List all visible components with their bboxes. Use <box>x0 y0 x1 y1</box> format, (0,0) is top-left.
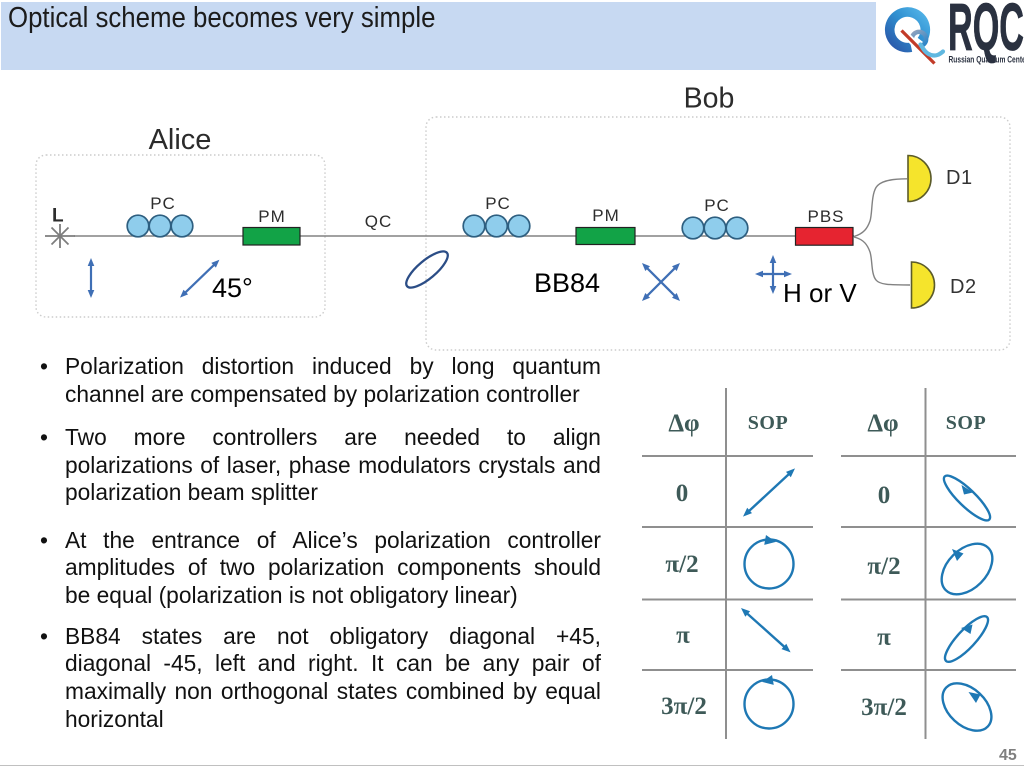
svg-text:D2: D2 <box>950 276 977 298</box>
svg-text:π: π <box>877 624 891 651</box>
svg-text:BB84: BB84 <box>534 268 600 298</box>
svg-text:3π/2: 3π/2 <box>861 694 907 721</box>
svg-text:PBS: PBS <box>807 207 844 226</box>
svg-text:D1: D1 <box>946 167 973 189</box>
svg-text:SOP: SOP <box>748 412 788 434</box>
svg-text:PM: PM <box>258 207 286 226</box>
svg-text:0: 0 <box>676 480 689 507</box>
svg-text:0: 0 <box>878 482 891 509</box>
svg-text:3π/2: 3π/2 <box>661 693 707 720</box>
svg-text:π: π <box>676 622 690 649</box>
svg-text:Bob: Bob <box>684 83 735 115</box>
svg-text:RQC: RQC <box>948 0 1024 65</box>
svg-text:H or V: H or V <box>783 278 857 308</box>
svg-text:SOP: SOP <box>946 412 986 434</box>
svg-text:QC: QC <box>365 212 393 231</box>
svg-text:PC: PC <box>704 196 730 215</box>
svg-text:Russian Quantum Center: Russian Quantum Center <box>949 54 1024 64</box>
svg-text:π/2: π/2 <box>665 551 698 578</box>
svg-text:PC: PC <box>485 194 511 213</box>
svg-text:PM: PM <box>592 206 620 225</box>
svg-text:45°: 45° <box>212 273 253 303</box>
svg-text:Alice: Alice <box>149 124 212 156</box>
svg-text:PC: PC <box>150 194 176 213</box>
svg-text:L: L <box>52 206 64 227</box>
svg-text:Δφ: Δφ <box>867 410 898 437</box>
svg-text:Δφ: Δφ <box>668 410 699 437</box>
svg-text:π/2: π/2 <box>867 553 900 580</box>
